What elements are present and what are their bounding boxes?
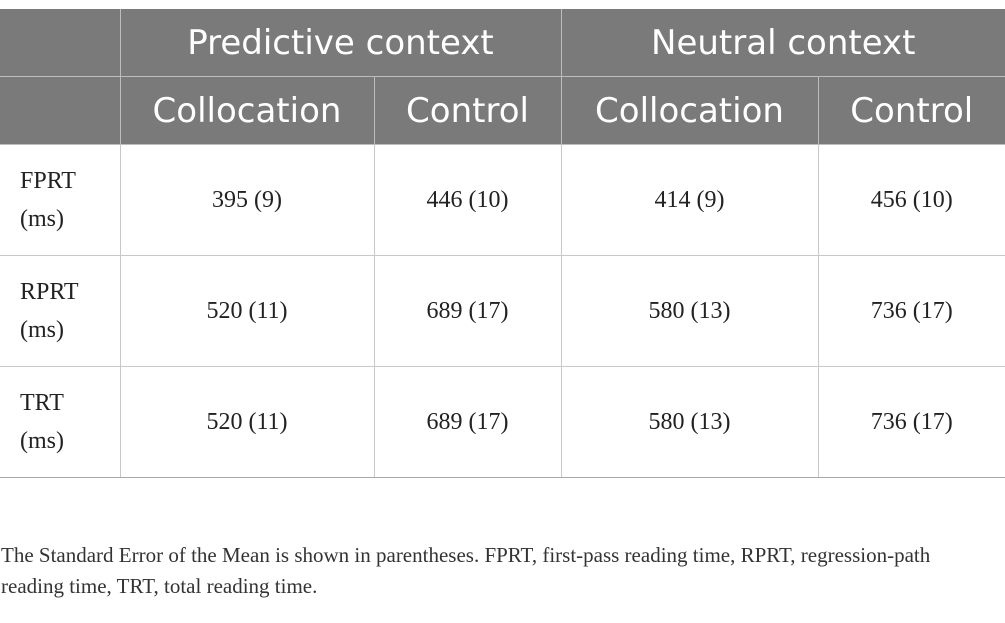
- row-label-fprt: FPRT (ms): [0, 144, 121, 256]
- table-cell: 395 (9): [119, 144, 375, 256]
- table-cell: 456 (10): [817, 144, 1005, 256]
- table-cell: 414 (9): [560, 144, 819, 256]
- table-cell: 580 (13): [560, 366, 819, 478]
- table-cell: 689 (17): [373, 366, 562, 478]
- table-cell: 736 (17): [817, 255, 1005, 367]
- predictive-context-header: Predictive context: [119, 9, 562, 77]
- row-label-line2: (ms): [20, 428, 64, 454]
- table-row-fprt: FPRT (ms) 395 (9) 446 (10) 414 (9) 456 (1…: [0, 144, 1005, 256]
- table-cell: 580 (13): [560, 255, 819, 367]
- table-row-rprt: RPRT (ms) 520 (11) 689 (17) 580 (13) 736 …: [0, 255, 1005, 367]
- row-label-line1: TRT: [20, 390, 64, 416]
- row-label-line1: RPRT: [20, 279, 79, 305]
- results-table: Predictive context Neutral context Collo…: [0, 9, 1005, 478]
- neutral-control-header: Control: [817, 76, 1005, 145]
- predictive-collocation-header: Collocation: [119, 76, 375, 145]
- row-label-line2: (ms): [20, 317, 64, 343]
- neutral-context-header: Neutral context: [560, 9, 1005, 77]
- group-header-row: Predictive context Neutral context: [0, 9, 1005, 77]
- table-footnote: The Standard Error of the Mean is shown …: [1, 543, 931, 598]
- table-cell: 520 (11): [119, 255, 375, 367]
- row-label-line2: (ms): [20, 206, 64, 232]
- corner-cell: [0, 9, 121, 77]
- neutral-collocation-header: Collocation: [560, 76, 819, 145]
- corner-cell-sub: [0, 76, 121, 145]
- row-label-trt: TRT (ms): [0, 366, 121, 478]
- table-cell: 736 (17): [817, 366, 1005, 478]
- sub-header-row: Collocation Control Collocation Control: [0, 76, 1005, 145]
- table-cell: 689 (17): [373, 255, 562, 367]
- table-cell: 520 (11): [119, 366, 375, 478]
- row-label-rprt: RPRT (ms): [0, 255, 121, 367]
- table-row-trt: TRT (ms) 520 (11) 689 (17) 580 (13) 736 (…: [0, 366, 1005, 478]
- predictive-control-header: Control: [373, 76, 562, 145]
- row-label-line1: FPRT: [20, 168, 76, 194]
- table-cell: 446 (10): [373, 144, 562, 256]
